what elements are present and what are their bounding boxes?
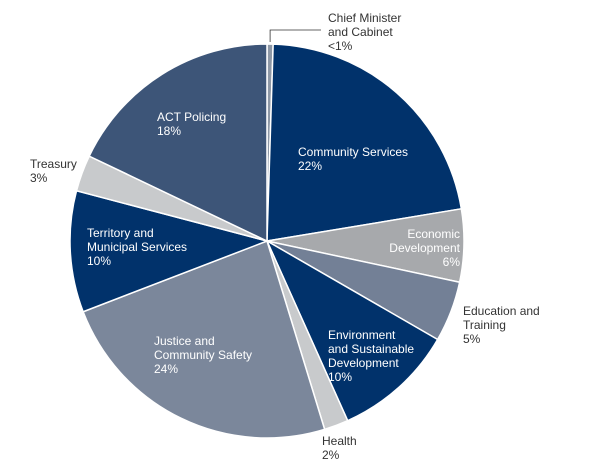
pie-slice (69, 189, 270, 313)
slice-value: 3% (30, 171, 48, 185)
slice-label: Health 2% (322, 434, 357, 462)
slice-name: Environment (328, 328, 396, 342)
slice-name: Training (463, 318, 506, 332)
slice-name: Development (389, 241, 460, 255)
slice-value: 6% (443, 255, 461, 269)
slice-label: Economic Development 6% (389, 227, 460, 269)
pie-slice (88, 43, 268, 243)
slice-label: Territory and Municipal Services 10% (87, 226, 187, 268)
slice-value: 22% (298, 159, 322, 173)
slice-name: Community Safety (154, 348, 252, 362)
slice-name: Justice and (154, 334, 215, 348)
slice-name: Health (322, 434, 357, 448)
slice-value: <1% (328, 39, 353, 53)
pie-slice (265, 239, 439, 422)
slice-label: Environment and Sustainable Development 10% (328, 328, 414, 384)
leader-line (269, 29, 321, 42)
slice-name: and Cabinet (328, 25, 393, 39)
slice-value: 24% (154, 362, 178, 376)
slice-label: Treasury 3% (30, 157, 77, 185)
slice-labels: Chief Minister and Cabinet <1% Community Se… (30, 11, 540, 462)
slice-name: Municipal Services (87, 240, 187, 254)
slice-name: Treasury (30, 157, 77, 171)
pie-slice (266, 43, 463, 242)
slice-label: Justice and Community Safety 24% (154, 334, 252, 376)
slice-name: Chief Minister (328, 11, 401, 25)
slice-name: and Sustainable (328, 342, 414, 356)
slice-label: Education and Training 5% (463, 304, 540, 346)
pie-slices (69, 43, 465, 439)
slice-name: Territory and (87, 226, 154, 240)
slice-label: Community Services 22% (298, 145, 408, 173)
slice-value: 10% (328, 370, 352, 384)
pie-slice (82, 240, 326, 439)
slice-name: Education and (463, 304, 540, 318)
slice-value: 5% (463, 332, 481, 346)
slice-name: Economic (407, 227, 460, 241)
slice-value: 2% (322, 448, 340, 462)
slice-label: ACT Policing 18% (157, 110, 226, 138)
slice-value: 18% (157, 124, 181, 138)
slice-name: Community Services (298, 145, 408, 159)
slice-label: Chief Minister and Cabinet <1% (328, 11, 401, 53)
slice-name: Development (328, 356, 399, 370)
slice-name: ACT Policing (157, 110, 226, 124)
slice-value: 10% (87, 254, 111, 268)
leader-lines (269, 29, 321, 42)
